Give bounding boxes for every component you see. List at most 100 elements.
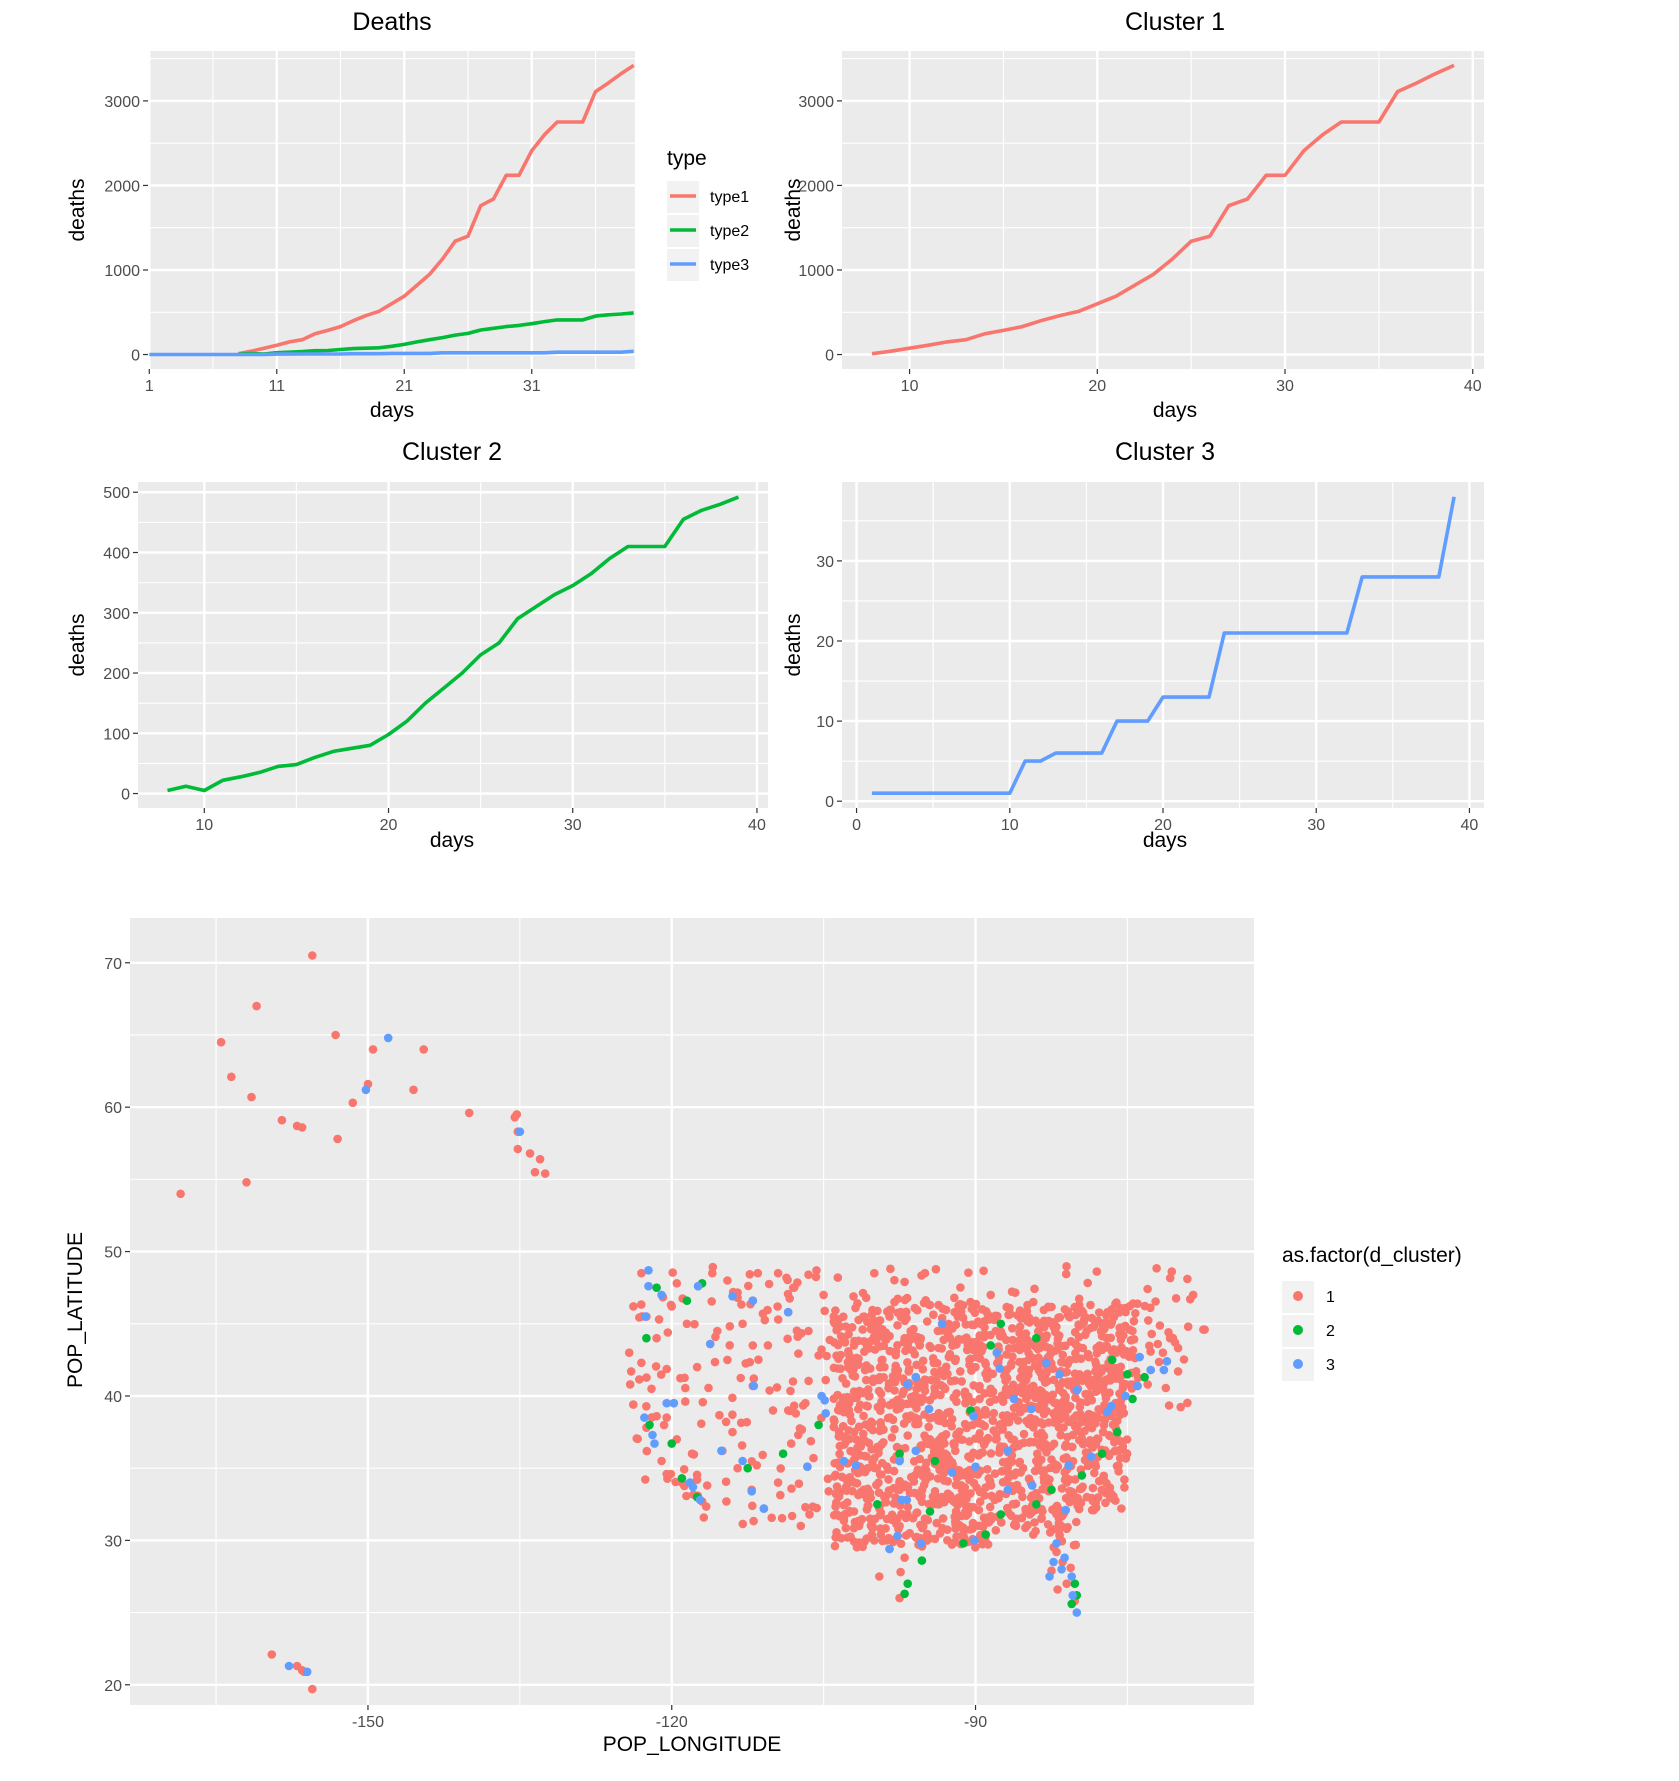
map-point	[932, 1518, 941, 1528]
map-point	[843, 1533, 852, 1542]
map-point	[929, 1310, 938, 1319]
map-point	[651, 1362, 661, 1371]
map-point	[895, 1485, 904, 1495]
map-point	[1022, 1306, 1032, 1316]
chart-title: Deaths	[352, 8, 431, 36]
map-point	[947, 1414, 957, 1424]
map-point	[839, 1456, 849, 1466]
map-point	[1006, 1361, 1016, 1370]
map-point	[913, 1393, 923, 1402]
map-point	[1161, 1383, 1171, 1393]
map-point	[1055, 1370, 1064, 1379]
map-point	[803, 1462, 812, 1471]
map-point	[822, 1351, 831, 1361]
x-axis-label: days	[1153, 399, 1197, 422]
map-point	[1011, 1499, 1021, 1508]
map-point	[1064, 1401, 1074, 1411]
map-point	[1114, 1308, 1124, 1317]
map-point	[1067, 1377, 1076, 1386]
map-point	[1060, 1305, 1070, 1314]
map-point	[1164, 1401, 1174, 1410]
map-point	[1153, 1339, 1163, 1349]
map-point	[1004, 1431, 1013, 1440]
map-point	[950, 1376, 960, 1385]
map-point	[952, 1397, 961, 1406]
map-point	[917, 1556, 927, 1565]
map-point	[958, 1335, 967, 1344]
map-point	[996, 1442, 1005, 1451]
map-point	[854, 1360, 863, 1369]
y-tick-label: 2000	[798, 178, 834, 195]
map-point	[963, 1469, 973, 1478]
map-point	[1053, 1585, 1062, 1594]
map-point	[1080, 1373, 1090, 1382]
map-point	[905, 1528, 914, 1538]
x-tick-label: -120	[656, 1714, 688, 1731]
map-point	[844, 1330, 853, 1339]
map-point	[1105, 1373, 1115, 1382]
y-axis-label: deaths	[66, 613, 89, 676]
map-point	[920, 1514, 930, 1523]
map-point	[535, 1154, 545, 1164]
map-point	[1133, 1381, 1142, 1391]
cluster-2-points	[642, 1279, 1149, 1609]
map-point	[1024, 1474, 1034, 1483]
map-point	[843, 1498, 852, 1507]
map-point	[1102, 1333, 1111, 1343]
map-point	[882, 1462, 892, 1471]
map-point	[1005, 1303, 1014, 1313]
map-point	[525, 1149, 535, 1158]
map-point	[796, 1521, 806, 1531]
map-point	[954, 1493, 964, 1502]
map-point	[1105, 1431, 1115, 1441]
map-point	[1051, 1465, 1061, 1474]
map-point	[361, 1085, 371, 1095]
legend-label: 2	[1326, 1323, 1335, 1340]
map-point	[1188, 1290, 1198, 1300]
map-point	[985, 1315, 994, 1324]
map-point	[786, 1386, 795, 1396]
map-point	[814, 1420, 823, 1430]
map-point	[1033, 1449, 1042, 1458]
map-point	[1118, 1442, 1128, 1451]
map-point	[1047, 1348, 1056, 1357]
map-point	[996, 1319, 1006, 1329]
map-point	[1111, 1363, 1121, 1373]
map-point	[641, 1312, 650, 1321]
map-point	[1034, 1418, 1044, 1427]
map-point	[984, 1474, 993, 1483]
map-point	[1102, 1478, 1111, 1488]
map-point	[637, 1268, 646, 1278]
y-axis-label: POP_LATITUDE	[64, 1232, 87, 1388]
map-point	[777, 1513, 787, 1523]
map-point	[985, 1502, 995, 1512]
map-point	[1143, 1380, 1152, 1389]
map-point	[794, 1479, 804, 1488]
map-point	[776, 1490, 785, 1500]
map-point	[1032, 1456, 1041, 1466]
map-point	[1053, 1334, 1063, 1343]
map-point	[920, 1463, 930, 1473]
map-point	[911, 1446, 921, 1456]
map-point	[721, 1417, 731, 1427]
map-point	[242, 1178, 251, 1187]
map-point	[1049, 1557, 1058, 1567]
map-point	[1133, 1299, 1142, 1308]
map-point	[928, 1413, 937, 1422]
map-point	[682, 1319, 692, 1329]
map-point	[1101, 1318, 1110, 1327]
map-point	[1072, 1517, 1081, 1527]
map-point	[1048, 1364, 1058, 1373]
map-point	[865, 1514, 875, 1523]
map-point	[975, 1449, 984, 1458]
legend-label: type3	[710, 257, 749, 274]
y-tick-label: 70	[104, 956, 122, 973]
map-point	[1045, 1572, 1054, 1581]
map-point	[650, 1439, 659, 1448]
map-point	[870, 1333, 879, 1343]
map-point	[950, 1293, 959, 1303]
map-point	[989, 1408, 999, 1418]
map-point	[945, 1455, 954, 1464]
map-point	[922, 1317, 932, 1326]
